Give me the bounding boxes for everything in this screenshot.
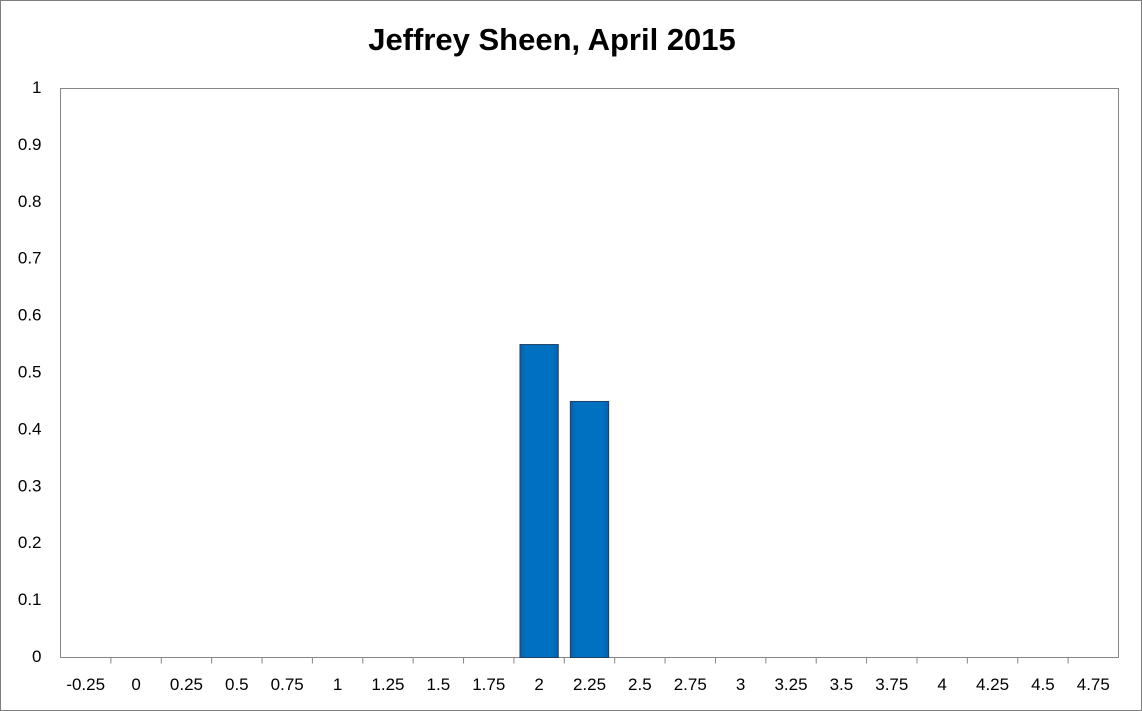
x-tick-label: 2.25: [573, 675, 606, 694]
x-tick-label: 1.25: [371, 675, 404, 694]
x-tick-label: 3.25: [774, 675, 807, 694]
y-tick-label: 0.7: [18, 249, 42, 268]
x-tick-label: 3.5: [830, 675, 854, 694]
y-tick-label: 0.1: [18, 590, 42, 609]
x-tick-label: 3.75: [875, 675, 908, 694]
y-tick-label: 0.5: [18, 362, 42, 381]
x-tick-label: 1: [333, 675, 342, 694]
x-tick-label: 1.75: [472, 675, 505, 694]
y-tick-label: 0.4: [18, 419, 42, 438]
bar: [519, 344, 559, 658]
x-tick-label: 4: [937, 675, 946, 694]
x-tick-label: -0.25: [66, 675, 105, 694]
x-tick-label: 4.25: [976, 675, 1009, 694]
y-tick-label: 0.3: [18, 476, 42, 495]
x-tick-label: 0.25: [170, 675, 203, 694]
x-tick-label: 2: [534, 675, 543, 694]
y-tick-label: 0.2: [18, 533, 42, 552]
y-tick-label: 0.6: [18, 306, 42, 325]
chart-title: Jeffrey Sheen, April 2015: [368, 22, 736, 57]
x-tick-label: 0.5: [225, 675, 249, 694]
y-tick-label: 0.9: [18, 135, 42, 154]
bar: [569, 400, 610, 658]
x-tick-label: 2.5: [628, 675, 652, 694]
y-tick-label: 0.8: [18, 192, 42, 211]
x-tick-label: 4.75: [1077, 675, 1110, 694]
y-tick-label: 0: [32, 647, 41, 666]
y-tick-label: 1: [32, 78, 41, 97]
x-tick-label: 3: [736, 675, 745, 694]
x-tick-label: 0.75: [271, 675, 304, 694]
x-tick-label: 4.5: [1031, 675, 1055, 694]
x-tick-label: 1.5: [427, 675, 451, 694]
x-tick-label: 0: [131, 675, 140, 694]
x-tick-label: 2.75: [674, 675, 707, 694]
